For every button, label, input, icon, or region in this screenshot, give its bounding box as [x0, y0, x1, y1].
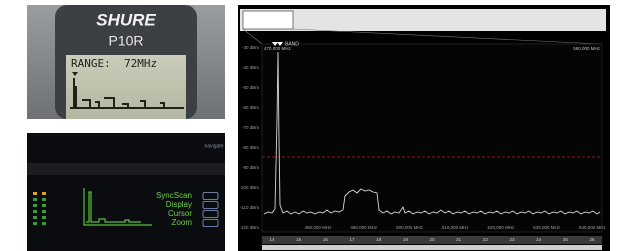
menu-item[interactable]: Cursor — [168, 209, 192, 218]
x-axis-label: 520,000 MHz — [488, 225, 516, 230]
y-axis-label: -100 dBm — [239, 185, 259, 190]
channel-label: 22 — [483, 237, 489, 242]
y-axis-label: -50 dBm — [242, 85, 259, 90]
y-axis-label: -110 dBm — [240, 205, 259, 210]
scrollbar[interactable] — [262, 245, 602, 250]
screenshot-collage: SHURE P10R RANGE: 72MHz SyncScanDisplayC… — [0, 0, 620, 251]
channel-label: 19 — [403, 237, 409, 242]
y-axis-label: -60 dBm — [242, 105, 259, 110]
screen-glare — [27, 163, 225, 175]
brand: SHURE — [96, 10, 156, 29]
channel-label: 24 — [536, 237, 542, 242]
channel-label: 25 — [563, 237, 569, 242]
x-axis-label: 510,000 MHz — [442, 225, 470, 230]
y-axis-label: -70 dBm — [242, 125, 259, 130]
spectrum-window: BAND 470.000 MHz 590.000 MHz -30 dBm-40 … — [238, 5, 610, 251]
overview-selection — [243, 11, 293, 29]
x-axis-label: 540,000 MHz — [579, 225, 607, 230]
channel-label: 14 — [269, 237, 275, 242]
y-axis-label: -120 dBm — [239, 225, 259, 230]
menu-item[interactable]: SyncScan — [156, 191, 192, 200]
navigate-label: navigate — [205, 143, 224, 149]
device-photo: SHURE P10R RANGE: 72MHz — [27, 5, 225, 119]
channel-label: 21 — [456, 237, 462, 242]
channel-label: 16 — [323, 237, 329, 242]
x-axis-label: 500,000 MHz — [396, 225, 424, 230]
page: {"device": {"brand": "SHURE", "model": "… — [0, 0, 620, 251]
y-axis-label: -40 dBm — [242, 65, 259, 70]
overview-strip — [240, 9, 606, 31]
y-axis-label: -80 dBm — [242, 145, 259, 150]
channel-label: 17 — [349, 237, 355, 242]
channel-label: 20 — [429, 237, 435, 242]
x-axis-label: 530,000 MHz — [533, 225, 561, 230]
plot-area — [262, 44, 602, 232]
model: P10R — [108, 33, 143, 49]
start-freq: 470.000 MHz — [264, 46, 292, 51]
channel-label: 18 — [376, 237, 382, 242]
menu-item[interactable]: Display — [166, 200, 192, 209]
x-axis-label: 490,000 MHz — [350, 225, 378, 230]
channel-label: 15 — [296, 237, 302, 242]
x-axis-label: 480,000 MHz — [305, 225, 333, 230]
y-axis-label: -90 dBm — [242, 165, 259, 170]
lcd-readout: RANGE: 72MHz — [71, 57, 157, 70]
y-axis-label: -30 dBm — [242, 45, 259, 50]
screen-background — [27, 133, 225, 251]
channel-label: 26 — [589, 237, 595, 242]
menu-item[interactable]: Zoom — [172, 218, 193, 227]
end-freq: 590.000 MHz — [573, 46, 601, 51]
channel-label: 23 — [509, 237, 515, 242]
